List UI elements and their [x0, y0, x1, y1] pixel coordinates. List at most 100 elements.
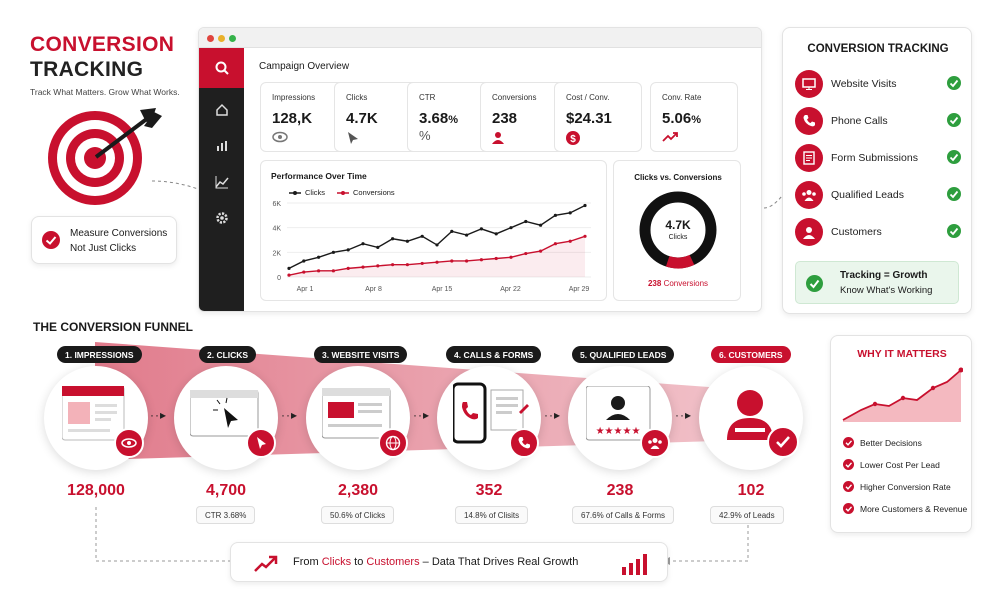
- sidebar-home[interactable]: [199, 92, 244, 128]
- data-point-clicks: [361, 242, 365, 246]
- funnel-title: THE CONVERSION FUNNEL: [33, 320, 194, 334]
- why-item-label: More Customers & Revenue: [860, 503, 968, 514]
- stage-value: 4,700: [205, 482, 247, 499]
- eye-icon: [272, 131, 288, 143]
- data-point-conversions: [435, 260, 439, 264]
- people-icon: [802, 190, 816, 201]
- stage-customers[interactable]: [699, 366, 803, 470]
- customer-icon: [727, 390, 773, 440]
- data-point-clicks: [420, 234, 424, 238]
- tracking-item-customers[interactable]: Customers: [795, 218, 961, 248]
- data-point-clicks: [317, 255, 321, 259]
- performance-title: Performance Over Time: [271, 171, 367, 181]
- data-point-conversions: [539, 249, 543, 253]
- target-icon: [48, 108, 162, 205]
- kpi-value: $24.31: [566, 110, 612, 127]
- why-item-label: Lower Cost Per Lead: [860, 459, 940, 470]
- measure-note: Measure Conversions Not Just Clicks: [31, 216, 177, 264]
- stage-value: 128,000: [67, 482, 125, 499]
- funnel-stage-label: 4. CALLS & FORMS: [446, 346, 542, 363]
- sidebar-search[interactable]: [199, 48, 244, 88]
- user-icon: [492, 132, 504, 144]
- stage-value: 2,380: [337, 482, 379, 499]
- data-point-clicks: [391, 237, 395, 241]
- flow-arrow: ··▸: [675, 408, 693, 422]
- growth-line2: Know What's Working: [840, 285, 933, 296]
- growth-line1: Tracking = Growth: [840, 270, 928, 281]
- phone-icon: [803, 115, 815, 127]
- data-point-clicks: [465, 233, 469, 237]
- donut-title: Clicks vs. Conversions: [634, 173, 722, 182]
- tracking-label: Phone Calls: [831, 115, 888, 127]
- browser-icon: [190, 390, 259, 437]
- tracking-label: Customers: [831, 226, 882, 238]
- stage-value: 238: [606, 482, 634, 499]
- monitor-icon: [802, 78, 816, 90]
- kpi-unit: %: [448, 114, 458, 126]
- data-point-clicks: [405, 239, 409, 243]
- kpi-conv-rate[interactable]: Conv. Rate 5.06%: [650, 82, 738, 152]
- maximize-dot-icon[interactable]: [229, 35, 236, 42]
- tracking-item-qualified-leads[interactable]: Qualified Leads: [795, 181, 961, 211]
- check-circle-icon: [843, 481, 854, 492]
- check-icon: [767, 426, 799, 458]
- donut-footer-label: Conversions: [663, 279, 709, 288]
- sidebar: [199, 48, 244, 311]
- stage-calls-forms[interactable]: [437, 366, 541, 470]
- sidebar-trend[interactable]: [199, 164, 244, 200]
- minimize-dot-icon[interactable]: [218, 35, 225, 42]
- why-it-matters-card: WHY IT MATTERS Better Decisions Lower Co…: [830, 335, 972, 533]
- tracking-item-form-submissions[interactable]: Form Submissions: [795, 144, 961, 174]
- why-item: Lower Cost Per Lead: [843, 459, 940, 470]
- data-point-clicks: [346, 248, 350, 252]
- data-point-conversions: [302, 270, 306, 274]
- funnel-stage-label: 6. CUSTOMERS: [711, 346, 791, 363]
- flow-arrow: ··▸: [413, 408, 431, 422]
- stage-qualified-leads[interactable]: ★★★★★: [568, 366, 672, 470]
- funnel-stage-label: 1. IMPRESSIONS: [57, 346, 142, 363]
- stage-clicks[interactable]: [174, 366, 278, 470]
- why-title: WHY IT MATTERS: [857, 348, 947, 360]
- check-circle-icon: [806, 275, 823, 292]
- legend-clicks: Clicks: [305, 188, 325, 197]
- close-dot-icon[interactable]: [207, 35, 214, 42]
- check-circle-icon: [947, 224, 961, 238]
- globe-icon: [378, 428, 408, 458]
- data-point-clicks: [494, 232, 498, 236]
- tracking-title: CONVERSION TRACKING: [807, 43, 949, 55]
- sidebar-bars[interactable]: [199, 128, 244, 164]
- why-item-label: Higher Conversion Rate: [860, 481, 951, 492]
- footer-customers: Customers: [366, 556, 420, 568]
- tracking-item-website-visits[interactable]: Website Visits: [795, 70, 961, 100]
- stage-impressions[interactable]: [44, 366, 148, 470]
- stage-rate: 67.6% of Calls & Forms: [572, 506, 675, 524]
- data-point-clicks: [331, 250, 335, 254]
- chart-legend: Clicks Conversions: [289, 188, 395, 197]
- tracking-item-phone-calls[interactable]: Phone Calls: [795, 107, 961, 137]
- kpi-value: 4.7K: [346, 110, 378, 127]
- y-tick-label: 2K: [272, 250, 281, 257]
- legend-conversions: Conversions: [353, 188, 395, 197]
- home-icon: [215, 103, 228, 116]
- data-point-clicks: [287, 266, 291, 270]
- svg-text:★★★★★: ★★★★★: [596, 426, 641, 437]
- stage-website-visits[interactable]: [306, 366, 410, 470]
- sidebar-settings[interactable]: [199, 200, 244, 236]
- kpi-impressions[interactable]: Impressions 128,K: [260, 82, 348, 152]
- window-titlebar: [199, 28, 761, 48]
- data-point-conversions: [405, 263, 409, 267]
- kpi-label: Cost / Conv.: [566, 93, 610, 102]
- stage-rate: CTR 3.68%: [196, 506, 256, 524]
- donut-chart: [639, 191, 717, 269]
- hero-title-line2: TRACKING: [30, 58, 144, 81]
- kpi-value: 5.06%: [662, 110, 701, 127]
- connector-dashed: [151, 180, 199, 190]
- legend-swatch-clicks: [289, 190, 301, 195]
- trend-up-icon: [662, 132, 678, 142]
- kpi-conversions[interactable]: Conversions 238: [480, 82, 568, 152]
- kpi-cost-per-conv[interactable]: Cost / Conv. $24.31 $: [554, 82, 642, 152]
- check-circle-icon: [42, 231, 60, 249]
- stage-rate: 14.8% of Clisits: [455, 506, 529, 524]
- webpage-icon: [62, 386, 125, 441]
- data-point-conversions: [346, 266, 350, 270]
